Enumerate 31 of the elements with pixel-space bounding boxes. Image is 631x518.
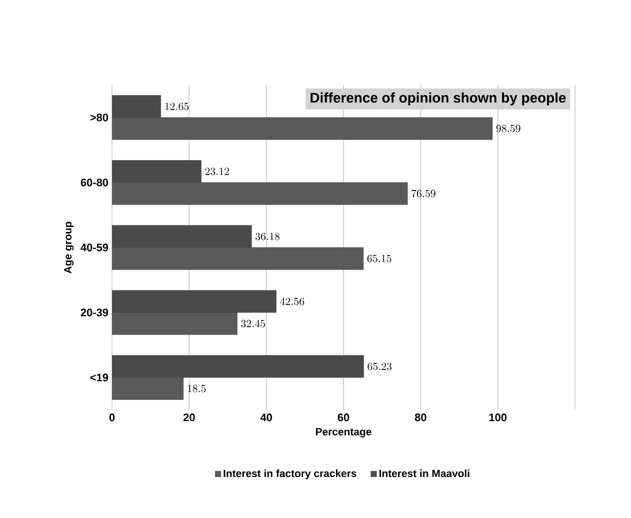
bar <box>112 312 238 335</box>
bar <box>112 182 408 205</box>
data-label: 98.59 <box>496 124 520 132</box>
x-tick-label: 0 <box>109 414 115 422</box>
bar <box>112 377 184 400</box>
y-tick-label: <19 <box>90 374 108 382</box>
x-tick-label: 80 <box>414 414 426 422</box>
x-tick-label: 20 <box>183 414 195 422</box>
y-tick-label: 40-59 <box>80 244 108 252</box>
y-axis-title: Age group <box>64 222 74 274</box>
chart-title: Difference of opinion shown by people <box>310 92 566 106</box>
data-label: 18.5 <box>188 384 206 392</box>
y-tick-label: >80 <box>90 114 108 122</box>
x-tick-label: 60 <box>338 414 350 422</box>
data-label: 65. 15 <box>367 254 392 262</box>
data-label: 23. 12 <box>205 168 230 176</box>
data-label: 36. 18 <box>256 232 280 240</box>
data-label: 42.56 <box>280 298 304 306</box>
bar <box>112 117 493 140</box>
bar <box>112 247 364 270</box>
y-tick-label: 60-80 <box>80 178 108 186</box>
data-label: 76.59 <box>412 190 436 198</box>
x-tick-label: 100 <box>489 414 507 422</box>
data-label: 65.23 <box>368 362 392 370</box>
x-axis-title: Percentage <box>316 428 372 438</box>
data-label: 12.65 <box>165 102 189 110</box>
y-tick-label: 20-39 <box>80 308 108 316</box>
data-label: 32.45 <box>241 320 266 328</box>
legend-label: Interest in factory crackers <box>224 469 356 480</box>
x-tick-label: 40 <box>260 414 272 422</box>
legend-label: Interest in Maavoli <box>379 469 470 478</box>
